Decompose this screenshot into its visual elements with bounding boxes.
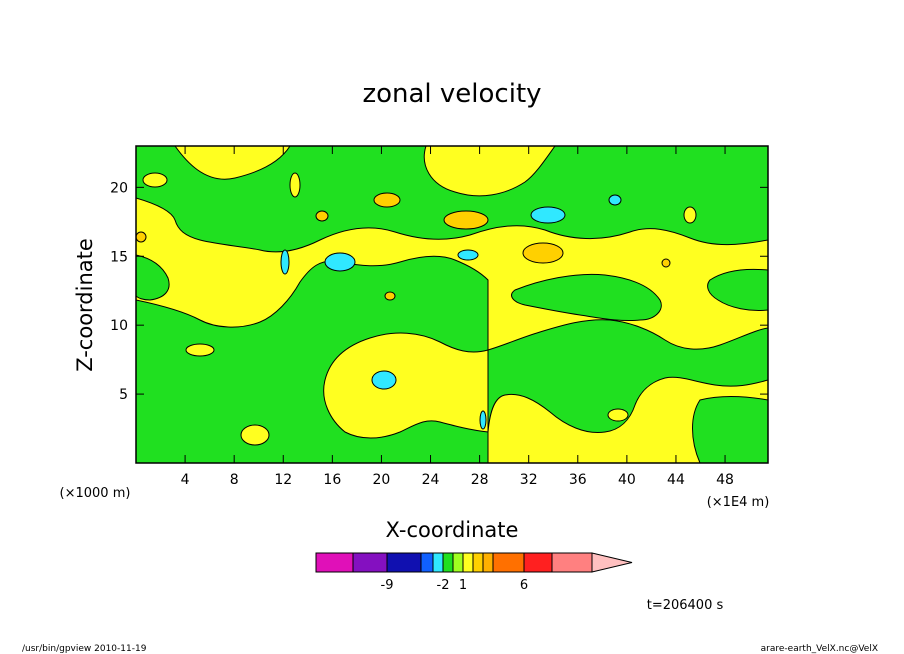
orange-patch	[661, 258, 671, 268]
cyan-patch	[280, 249, 290, 275]
x-tick-label: 40	[618, 472, 636, 488]
x-axis-label: X-coordinate	[386, 518, 519, 542]
yellow-patch	[289, 172, 301, 198]
x-tick-label: 44	[667, 472, 685, 488]
x-tick-label: 24	[422, 472, 440, 488]
y-axis-label: Z-coordinate	[73, 238, 97, 372]
colorbar-swatch	[523, 552, 553, 573]
y-axis: 5 10 15 20	[110, 180, 768, 403]
x-tick-label: 48	[716, 472, 734, 488]
yellow-patch	[142, 172, 168, 188]
plot-frame	[135, 145, 769, 464]
colorbar-swatch	[442, 552, 454, 573]
colorbar-extend-arrow	[591, 552, 633, 573]
colorbar: -9 -2 1 6	[315, 552, 633, 593]
x-tick-label: 12	[274, 472, 292, 488]
orange-patch	[522, 242, 564, 264]
colorbar-swatch	[462, 552, 474, 573]
colorbar-swatch	[386, 552, 422, 573]
orange-patch	[315, 210, 329, 222]
green-region-lower-right	[692, 396, 768, 463]
x-tick-label: 4	[181, 472, 190, 488]
x-tick-label: 32	[520, 472, 538, 488]
x-tick-label: 28	[471, 472, 489, 488]
colorbar-swatch	[551, 552, 593, 573]
x-tick-label: 16	[323, 472, 341, 488]
green-region-middle	[136, 255, 489, 463]
y-tick-label: 10	[110, 318, 128, 334]
x-tick-label: 20	[373, 472, 391, 488]
x-tick-label: 8	[230, 472, 239, 488]
footer-right: arare-earth_VelX.nc@VelX	[761, 644, 878, 654]
x-axis-unit: (×1E4 m)	[707, 495, 770, 510]
x-axis: 4 8 12 16 20 24 28 32 36 40 44 48	[181, 146, 734, 488]
yellow-patch	[607, 408, 629, 422]
orange-patch	[384, 291, 396, 301]
colorbar-swatch	[492, 552, 525, 573]
colorbar-swatch	[432, 552, 444, 573]
green-region-upper	[136, 146, 768, 253]
colorbar-swatch	[352, 552, 388, 573]
cyan-patch	[371, 370, 397, 390]
y-tick-label: 5	[119, 387, 128, 403]
cyan-patch	[457, 249, 479, 261]
yellow-patch	[185, 343, 215, 357]
yellow-patch	[683, 206, 697, 224]
colorbar-swatch	[472, 552, 484, 573]
colorbar-swatch	[420, 552, 434, 573]
colorbar-swatch	[452, 552, 464, 573]
green-region-top-right	[707, 268, 768, 311]
green-region-left-edge	[136, 254, 170, 301]
x-tick-label: 36	[569, 472, 587, 488]
orange-patch	[443, 210, 489, 230]
green-region-mid-right	[511, 273, 662, 321]
cyan-patch	[608, 194, 622, 206]
green-region-right	[487, 319, 768, 434]
cyan-patch	[479, 410, 487, 430]
colorbar-swatch	[315, 552, 354, 573]
plot-field	[136, 146, 768, 463]
time-label: t=206400 s	[647, 598, 724, 613]
y-axis-unit: (×1000 m)	[60, 486, 131, 501]
y-tick-label: 20	[110, 180, 128, 196]
footer-left: /usr/bin/gpview 2010-11-19	[22, 644, 147, 654]
orange-patch	[373, 192, 401, 208]
chart-title: zonal velocity	[362, 79, 541, 109]
colorbar-label: -2	[437, 578, 450, 593]
colorbar-swatch	[482, 552, 494, 573]
orange-patch	[136, 231, 147, 243]
colorbar-label: 6	[520, 578, 528, 593]
colorbar-label: -9	[381, 578, 394, 593]
cyan-patch	[324, 252, 356, 272]
y-tick-label: 15	[110, 249, 128, 265]
cyan-patch	[530, 206, 566, 224]
colorbar-label: 1	[459, 578, 467, 593]
yellow-patch	[240, 424, 270, 446]
